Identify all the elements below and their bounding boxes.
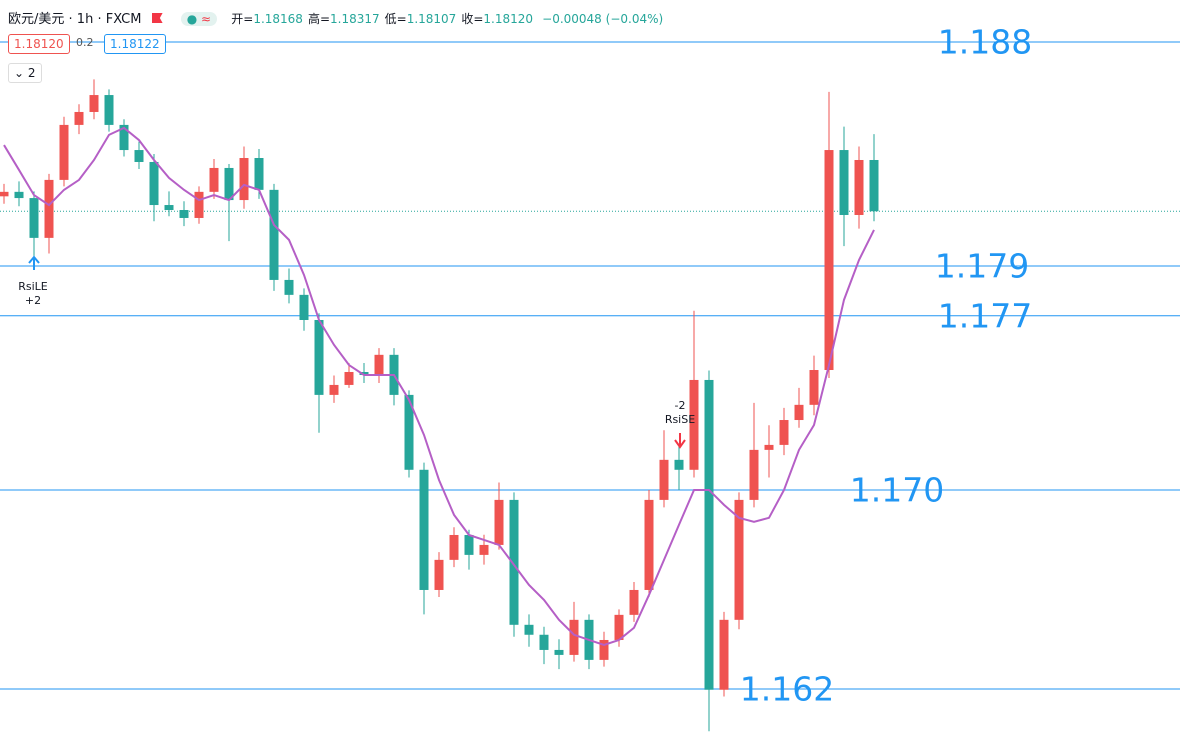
candle-body — [824, 150, 834, 371]
candle-body — [764, 444, 774, 450]
indicator-count: 2 — [27, 66, 36, 80]
change: −0.00048 (−0.04%) — [542, 12, 664, 26]
candle-body — [839, 150, 849, 215]
candle-body — [59, 124, 69, 180]
symbol[interactable]: 欧元/美元 — [8, 12, 65, 27]
candle-body — [659, 459, 669, 500]
indicator-toggle[interactable]: ⌄ 2 — [8, 63, 42, 83]
candle-body — [794, 404, 804, 421]
candle-body — [194, 191, 204, 218]
flag-icon[interactable] — [151, 13, 163, 23]
candle-body — [29, 198, 39, 238]
candle-body — [479, 544, 489, 555]
candle-body — [209, 167, 219, 192]
ohlc-value: 1.18107 — [406, 12, 457, 26]
candle-body — [854, 159, 864, 215]
candle-body — [704, 379, 714, 690]
candle-body — [554, 649, 564, 655]
candle-body — [449, 534, 459, 560]
ohlc-label: 收= — [461, 12, 484, 26]
level-label: 1.162 — [740, 670, 834, 709]
candle-body — [719, 619, 729, 690]
buy-arrow — [28, 255, 40, 270]
ohlc-values: 开=1.18168 高=1.18317 低=1.18107 收=1.18120 — [231, 12, 538, 26]
candle-body — [404, 394, 414, 470]
candle-body — [809, 370, 819, 405]
annotation: RsiSE — [665, 413, 695, 426]
candle-body — [329, 384, 339, 395]
candle-body — [344, 371, 354, 385]
candle-body — [779, 420, 789, 445]
spread: 0.2 — [76, 36, 94, 49]
ohlc-value: 1.18168 — [253, 12, 303, 26]
ohlc-value: 1.18120 — [483, 12, 533, 26]
ask-button[interactable]: 1.18122 — [104, 34, 166, 54]
candle-body — [539, 634, 549, 650]
candle-body — [74, 111, 84, 125]
candle-body — [569, 619, 579, 655]
annotation: -2 — [675, 399, 686, 412]
candle-body — [14, 191, 24, 199]
candle-body — [419, 469, 429, 590]
candle-body — [674, 459, 684, 470]
candle-body — [239, 158, 249, 201]
ohlc-label: 高= — [307, 12, 330, 26]
annotation: +2 — [25, 294, 41, 307]
ohlc-value: 1.18317 — [330, 12, 380, 26]
candle-body — [299, 294, 309, 320]
level-label: 1.177 — [938, 296, 1032, 335]
level-label: 1.179 — [935, 246, 1029, 285]
candle-body — [869, 159, 879, 212]
ohlc-label: 低= — [384, 12, 407, 26]
candle-body — [509, 499, 519, 625]
candle-body — [374, 354, 384, 375]
candle-body — [269, 189, 279, 280]
sell-arrow — [674, 433, 686, 449]
candle-body — [494, 499, 504, 545]
candle-body — [314, 319, 324, 395]
candle-body — [164, 205, 174, 211]
candle-body — [0, 191, 9, 197]
candle-body — [464, 534, 474, 555]
candle-body — [44, 179, 54, 238]
candle-body — [614, 614, 624, 640]
interval[interactable]: 1h — [76, 12, 94, 27]
level-label: 1.170 — [850, 470, 944, 509]
candle-body — [134, 150, 144, 162]
candle-body — [149, 161, 159, 206]
market-status[interactable]: ● ≈ — [180, 12, 218, 26]
candle-body — [749, 449, 759, 500]
candle-body — [359, 371, 369, 375]
candle-body — [89, 95, 99, 112]
candle-body — [284, 279, 294, 295]
candle-body — [179, 210, 189, 218]
candle-body — [224, 167, 234, 201]
ohlc-label: 开= — [231, 12, 254, 26]
candle-body — [599, 639, 609, 660]
candle-body — [434, 559, 444, 590]
candle-body — [524, 624, 534, 635]
candle-body — [734, 499, 744, 620]
annotation: RsiLE — [18, 280, 48, 293]
symbol-line: 欧元/美元 · 1h · FXCM ● ≈ 开=1.18168 高=1.18317… — [8, 12, 664, 27]
moving-average — [3, 126, 875, 647]
candle-body — [104, 95, 114, 125]
candle-body — [629, 589, 639, 615]
candle-body — [254, 158, 264, 190]
candle-body — [689, 379, 699, 470]
candle-body — [644, 499, 654, 590]
candle-body — [119, 124, 129, 151]
level-label: 1.188 — [938, 23, 1032, 62]
exchange: FXCM — [105, 12, 142, 27]
bid-button[interactable]: 1.18120 — [8, 34, 70, 54]
